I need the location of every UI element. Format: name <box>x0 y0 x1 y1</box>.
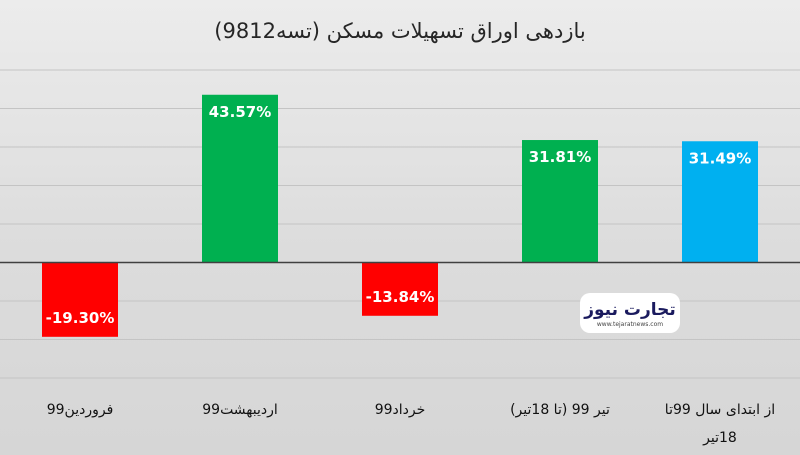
data-labels: -19.30% 43.57% -13.84% 31.81% 31.49% <box>46 103 752 327</box>
category-label: خرداد99 <box>375 402 426 418</box>
data-label: 31.81% <box>529 148 591 166</box>
bar <box>522 140 598 263</box>
bar <box>202 94 278 263</box>
bar <box>42 262 118 337</box>
logo-background <box>580 293 680 333</box>
gridlines <box>0 69 800 379</box>
data-label: -13.84% <box>366 288 435 306</box>
data-label: -19.30% <box>46 309 115 327</box>
category-label: از ابتدای سال 99تا 18تیر <box>665 402 775 446</box>
bar <box>682 141 758 263</box>
logo-url: www.tejaratnews.com <box>597 321 663 328</box>
category-labels: فروردین99 اردیبهشت99 خرداد99 تیر 99 (تا 18ت… <box>47 402 775 446</box>
data-label: 31.49% <box>689 149 751 167</box>
chart-title: بازدهی اوراق تسهیلات مسکن (تسه9812) <box>214 19 585 43</box>
data-label: 43.57% <box>209 103 271 121</box>
category-label: فروردین99 <box>47 402 114 418</box>
category-label: اردیبهشت99 <box>202 402 278 418</box>
watermark-logo: تجارت نیوز www.tejaratnews.com <box>580 293 680 333</box>
bars <box>42 94 758 337</box>
logo-name: تجارت نیوز <box>583 300 676 320</box>
category-label: تیر 99 (تا 18تیر) <box>510 402 610 418</box>
bar <box>362 262 438 316</box>
